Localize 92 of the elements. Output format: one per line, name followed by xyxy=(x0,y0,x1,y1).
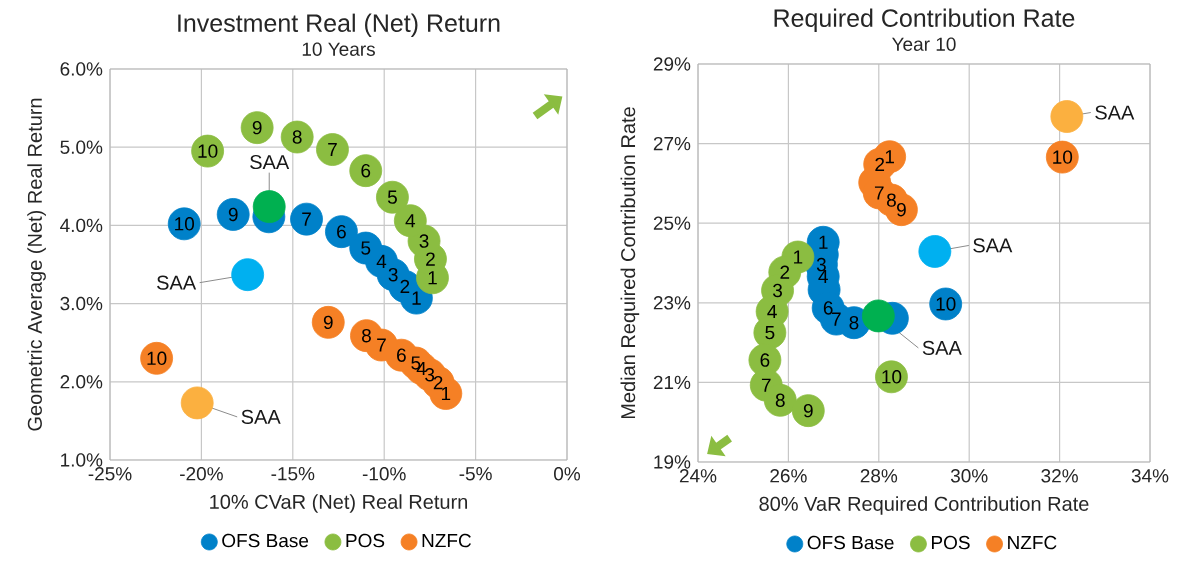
annotation: 6 xyxy=(823,301,833,315)
annotation: 6 xyxy=(361,163,371,178)
annotation: SAA xyxy=(250,154,290,170)
x-tick-label: -15% xyxy=(271,467,315,481)
annotation: 8 xyxy=(292,130,302,144)
annotation: 10 xyxy=(147,351,167,366)
legend-label: OFS Base xyxy=(222,533,309,548)
annotation: 6 xyxy=(337,224,346,239)
annotation: 4 xyxy=(767,305,777,319)
annotation: 1 xyxy=(819,235,828,249)
legend-label: POS xyxy=(346,533,385,548)
x-tick-label: 26% xyxy=(770,469,807,483)
annotation: 10 xyxy=(175,217,195,231)
annotation: 5 xyxy=(361,241,371,255)
annotation: 3 xyxy=(425,368,435,382)
x-axis-title: 80% VaR Required Contribution Rate xyxy=(759,496,1089,515)
annotation: 4 xyxy=(376,254,387,268)
x-tick-label: 32% xyxy=(1041,469,1078,483)
annotation: 1 xyxy=(428,271,437,285)
annotation: 1 xyxy=(794,250,803,264)
annotation: 9 xyxy=(228,207,238,222)
annotation: 9 xyxy=(252,120,262,135)
annotation: 8 xyxy=(886,193,896,207)
annotation: 8 xyxy=(849,315,859,330)
annotation: 4 xyxy=(818,269,828,284)
annotation: 8 xyxy=(775,393,785,408)
y-tick-label: 25% xyxy=(653,216,691,230)
annotation: 3 xyxy=(419,234,429,248)
annotation: 8 xyxy=(362,328,371,343)
annotation: 5 xyxy=(765,326,775,340)
annotation: 7 xyxy=(761,378,771,392)
annotation: SAA xyxy=(973,238,1013,253)
annotation: 3 xyxy=(388,267,398,282)
legend-label: NZFC xyxy=(1008,535,1057,550)
annotation: 7 xyxy=(328,143,337,157)
y-tick-label: 29% xyxy=(653,57,691,71)
y-tick-label: 6.0% xyxy=(60,62,103,76)
x-tick-label: -10% xyxy=(362,467,406,481)
annotation: 2 xyxy=(780,265,790,279)
annotation: 2 xyxy=(426,252,435,266)
annotation: 3 xyxy=(816,257,826,272)
y-axis-title: Median Required Contribution Rate xyxy=(620,107,640,419)
y-tick-label: 19% xyxy=(654,455,691,469)
annotation: 7 xyxy=(874,186,884,200)
annotation: 10 xyxy=(936,297,956,311)
chart-subtitle: Year 10 xyxy=(892,37,956,51)
annotation: 3 xyxy=(772,283,782,298)
annotation: 6 xyxy=(397,348,406,362)
y-tick-label: 5.0% xyxy=(60,140,103,154)
annotation: 7 xyxy=(302,212,311,226)
annotation: SAA xyxy=(157,275,197,290)
y-tick-label: 21% xyxy=(653,375,691,390)
chart-title: Required Contribution Rate xyxy=(774,8,1075,32)
annotation: 10 xyxy=(882,370,902,384)
annotation: 9 xyxy=(897,202,906,217)
x-tick-label: 24% xyxy=(679,469,717,483)
annotation: 2 xyxy=(433,375,443,390)
y-tick-label: 27% xyxy=(653,136,691,151)
x-tick-label: 30% xyxy=(950,469,988,483)
x-axis-title: 10% CVaR (Net) Real Return xyxy=(210,494,468,513)
x-tick-label: 34% xyxy=(1131,469,1169,483)
x-tick-label: -25% xyxy=(88,467,132,481)
chart-subtitle: 10 Years xyxy=(302,42,375,56)
legend-label: NZFC xyxy=(422,533,472,548)
annotation: SAA xyxy=(922,340,962,355)
legend-label: OFS Base xyxy=(807,535,894,550)
x-tick-label: 0% xyxy=(554,467,581,481)
x-tick-label: -20% xyxy=(180,467,223,481)
y-tick-label: 1.0% xyxy=(61,453,103,467)
annotation: 2 xyxy=(875,157,885,171)
annotation: 7 xyxy=(832,312,841,326)
annotation: 1 xyxy=(441,386,451,401)
annotation: 9 xyxy=(323,315,333,330)
y-tick-label: 23% xyxy=(653,296,691,310)
annotation: 5 xyxy=(387,190,397,204)
annotation: 4 xyxy=(405,214,416,228)
annotation: 10 xyxy=(198,144,218,158)
x-tick-label: 28% xyxy=(860,469,898,483)
y-axis-title: Geometric Average (Net) Real Return xyxy=(27,98,46,431)
y-tick-label: 4.0% xyxy=(60,218,103,233)
annotation: 1 xyxy=(885,150,894,164)
legend-label: POS xyxy=(932,535,970,550)
annotation: SAA xyxy=(1095,105,1135,120)
annotation: SAA xyxy=(241,409,281,424)
y-tick-label: 3.0% xyxy=(60,296,103,311)
chart-title: Investment Real (Net) Return xyxy=(178,13,500,37)
annotation: 10 xyxy=(1053,150,1073,164)
y-tick-label: 2.0% xyxy=(60,375,103,389)
annotation: 9 xyxy=(803,403,813,418)
annotation: 7 xyxy=(377,338,386,352)
x-tick-label: -5% xyxy=(459,467,492,481)
annotation: 6 xyxy=(760,353,770,367)
